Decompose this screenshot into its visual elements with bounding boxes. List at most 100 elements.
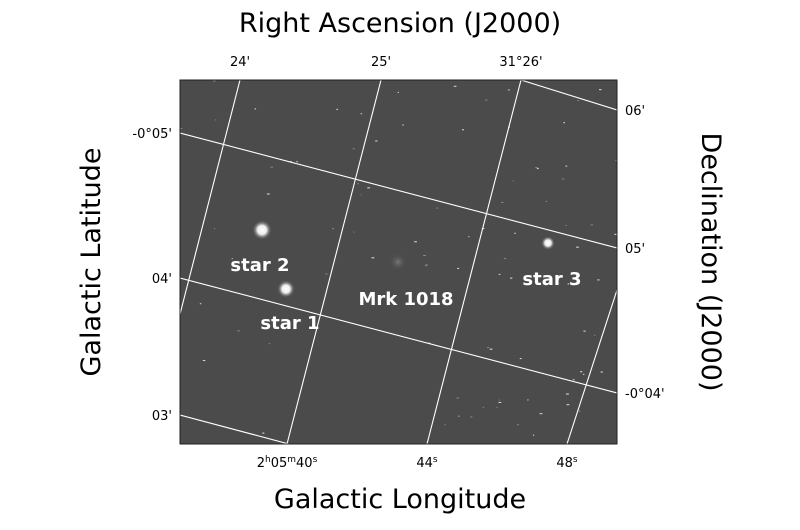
noise <box>199 303 202 305</box>
right-tick: 05' <box>625 242 645 257</box>
left-tick: 04' <box>152 272 172 287</box>
noise <box>461 129 464 131</box>
bottom-tick: 48s <box>556 455 578 471</box>
noise <box>508 89 510 91</box>
right-title: Declination (J2000) <box>695 133 726 392</box>
noise <box>375 140 378 142</box>
noise <box>357 183 359 185</box>
top-tick: 25' <box>371 55 391 70</box>
top-tick: 31°26' <box>499 55 542 70</box>
noise <box>536 168 539 170</box>
noise <box>270 166 274 168</box>
noise <box>268 325 270 327</box>
noise <box>600 371 603 373</box>
noise <box>597 279 600 281</box>
noise <box>590 224 594 226</box>
tick-part: 40 <box>296 456 313 471</box>
noise <box>482 406 485 408</box>
top-tick: 24' <box>230 55 250 70</box>
noise <box>566 404 570 406</box>
object-label: star 1 <box>260 313 319 334</box>
noise <box>539 413 543 415</box>
noise <box>296 161 298 163</box>
noise <box>577 99 579 101</box>
object-label: star 3 <box>522 269 581 290</box>
noise <box>468 236 470 238</box>
noise <box>576 246 579 248</box>
noise <box>254 108 257 110</box>
noise <box>572 379 575 381</box>
noise <box>397 91 399 93</box>
noise <box>519 358 522 360</box>
noise <box>237 330 240 332</box>
noise <box>583 373 585 375</box>
noise <box>503 258 507 260</box>
noise <box>486 347 490 349</box>
noise <box>470 416 473 418</box>
object-label: Mrk 1018 <box>358 289 453 310</box>
noise <box>496 406 498 408</box>
noise <box>202 360 206 362</box>
noise <box>563 122 566 124</box>
tick-part: 2 <box>257 456 265 471</box>
coordinate-grid <box>180 80 617 444</box>
noise <box>498 273 501 275</box>
noise <box>583 330 586 332</box>
object-label: star 2 <box>230 255 289 276</box>
noise <box>565 393 569 395</box>
noise <box>498 399 500 401</box>
noise <box>332 228 335 230</box>
noise <box>402 124 404 126</box>
noise <box>485 99 488 101</box>
frame <box>179 79 618 445</box>
unit-sup: s <box>433 455 438 465</box>
noise <box>532 434 535 436</box>
noise <box>180 127 183 129</box>
noise <box>501 201 504 203</box>
right-tick: -0°04' <box>625 387 665 402</box>
right-tick: 06' <box>625 104 645 119</box>
noise <box>512 180 514 182</box>
noise <box>213 80 216 82</box>
noise <box>457 267 460 269</box>
tick-part: 05 <box>271 456 288 471</box>
noise <box>489 348 493 350</box>
noise <box>436 207 439 209</box>
noise <box>423 254 427 256</box>
noise <box>379 295 382 297</box>
noise <box>567 283 570 285</box>
noise <box>593 334 596 336</box>
noise <box>615 160 617 162</box>
noise <box>231 258 233 260</box>
noise <box>545 200 548 202</box>
tick-part: 48 <box>556 456 573 471</box>
unit-sup: s <box>313 455 318 465</box>
noise <box>266 193 270 195</box>
left-title: Galactic Latitude <box>76 148 107 377</box>
noise <box>353 231 355 233</box>
noise <box>509 277 513 279</box>
noise <box>614 233 617 235</box>
noise <box>352 148 355 150</box>
noise <box>456 397 460 399</box>
noise <box>498 401 502 403</box>
noise <box>367 187 371 189</box>
noise <box>213 228 216 230</box>
unit-sup: s <box>573 455 578 465</box>
noise <box>425 264 428 266</box>
bottom-title: Galactic Longitude <box>274 484 526 515</box>
bottom-ticks: 2h05m40s 44s 48s <box>257 455 578 471</box>
bottom-tick: 2h05m40s <box>257 455 318 471</box>
noise <box>371 257 375 259</box>
noise <box>517 424 520 426</box>
noise <box>444 424 446 426</box>
noise <box>565 224 567 226</box>
bottom-tick: 44s <box>416 455 438 471</box>
left-tick: 03' <box>152 409 172 424</box>
noise <box>414 241 417 243</box>
noise <box>325 273 328 275</box>
top-title: Right Ascension (J2000) <box>239 8 561 39</box>
noise <box>527 399 529 401</box>
noise <box>424 265 427 267</box>
noise <box>578 410 581 412</box>
